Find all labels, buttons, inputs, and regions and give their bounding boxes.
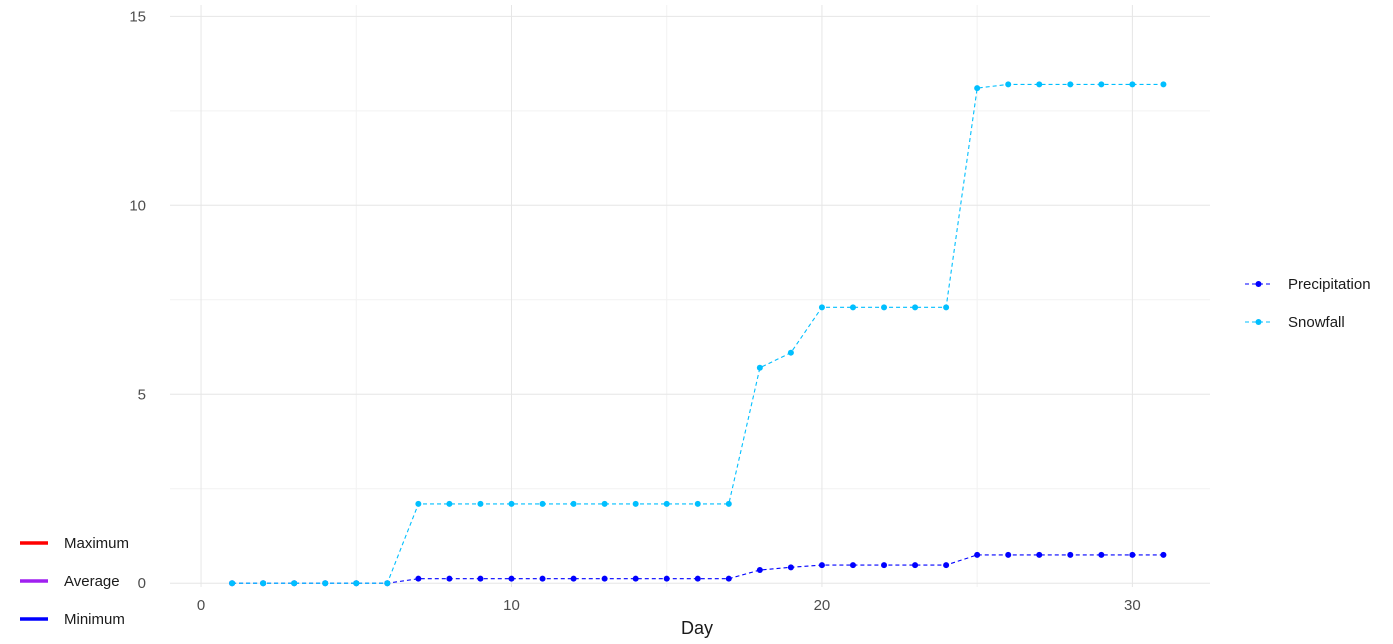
precipitation-point [1098, 551, 1105, 558]
precipitation-point [601, 575, 608, 582]
snowfall-point [477, 500, 484, 507]
snowfall-point [725, 500, 732, 507]
snowfall-point [756, 364, 763, 371]
legend-item-precipitation: Precipitation [1245, 276, 1371, 293]
snowfall-point [322, 580, 329, 587]
snowfall-point [415, 500, 422, 507]
series-precipitation [229, 551, 1167, 587]
tick-labels: 0 10 20 30 0 5 10 15 [129, 8, 1140, 614]
snowfall-point [1067, 81, 1074, 88]
y-tick-label: 5 [138, 386, 146, 403]
series-legend: Precipitation Snowfall [1245, 276, 1371, 331]
precipitation-point [1129, 551, 1136, 558]
snowfall-point [260, 580, 267, 587]
series [229, 81, 1167, 587]
series-snowfall [229, 81, 1167, 587]
snowfall-point [508, 500, 515, 507]
snowfall-point [1160, 81, 1167, 88]
snowfall-point [1005, 81, 1012, 88]
range-legend: Maximum Average Minimum [20, 535, 129, 628]
grid [170, 5, 1210, 587]
precipitation-point [1160, 551, 1167, 558]
legend-key-point [1255, 281, 1262, 287]
precipitation-point [477, 575, 484, 582]
precipitation-point [1005, 551, 1012, 558]
precipitation-point [415, 575, 422, 582]
y-tick-label: 0 [138, 575, 146, 592]
snowfall-point [353, 580, 360, 587]
snowfall-point [1098, 81, 1105, 88]
x-tick-label: 20 [814, 597, 831, 614]
snowfall-point [1129, 81, 1136, 88]
snowfall-point [384, 580, 391, 587]
snowfall-point [943, 304, 950, 311]
precipitation-point [974, 551, 981, 558]
precipitation-point [881, 562, 888, 569]
snowfall-point [291, 580, 298, 587]
precipitation-point [1067, 551, 1074, 558]
snowfall-point [446, 500, 453, 507]
snowfall-point [694, 500, 701, 507]
precipitation-point [632, 575, 639, 582]
legend-label: Maximum [64, 535, 129, 552]
precipitation-point [570, 575, 577, 582]
precipitation-point [508, 575, 515, 582]
x-axis-title: Day [681, 618, 713, 638]
x-tick-label: 30 [1124, 597, 1141, 614]
y-tick-label: 15 [129, 8, 146, 25]
legend-item-snowfall: Snowfall [1245, 314, 1345, 331]
precipitation-point [787, 564, 794, 571]
snowfall-point [663, 500, 670, 507]
snowfall-point [632, 500, 639, 507]
snowfall-point [787, 349, 794, 356]
precipitation-point [725, 575, 732, 582]
x-tick-label: 10 [503, 597, 520, 614]
snowfall-point [570, 500, 577, 507]
snowfall-line [232, 83, 1164, 584]
legend-label: Average [64, 573, 120, 590]
snowfall-point [601, 500, 608, 507]
legend-item-maximum: Maximum [20, 535, 129, 552]
snowfall-point [229, 580, 236, 587]
x-tick-label: 0 [197, 597, 205, 614]
precipitation-point [663, 575, 670, 582]
precipitation-point [849, 562, 856, 569]
precipitation-point [446, 575, 453, 582]
legend-label: Minimum [64, 611, 125, 628]
precipitation-point [539, 575, 546, 582]
legend-item-minimum: Minimum [20, 611, 125, 628]
snowfall-point [539, 500, 546, 507]
snowfall-point [912, 304, 919, 311]
precipitation-point [818, 562, 825, 569]
precipitation-point [912, 562, 919, 569]
precipitation-point [1036, 551, 1043, 558]
snowfall-point [818, 304, 825, 311]
precipitation-point [943, 562, 950, 569]
precipitation-point [694, 575, 701, 582]
legend-label: Snowfall [1288, 314, 1345, 331]
legend-label: Precipitation [1288, 276, 1371, 293]
legend-key-point [1255, 319, 1262, 325]
snowfall-point [881, 304, 888, 311]
legend-item-average: Average [20, 573, 120, 590]
y-tick-label: 10 [129, 197, 146, 214]
precipitation-point [756, 566, 763, 573]
snowfall-point [1036, 81, 1043, 88]
snowfall-point [974, 85, 981, 92]
snowfall-point [849, 304, 856, 311]
